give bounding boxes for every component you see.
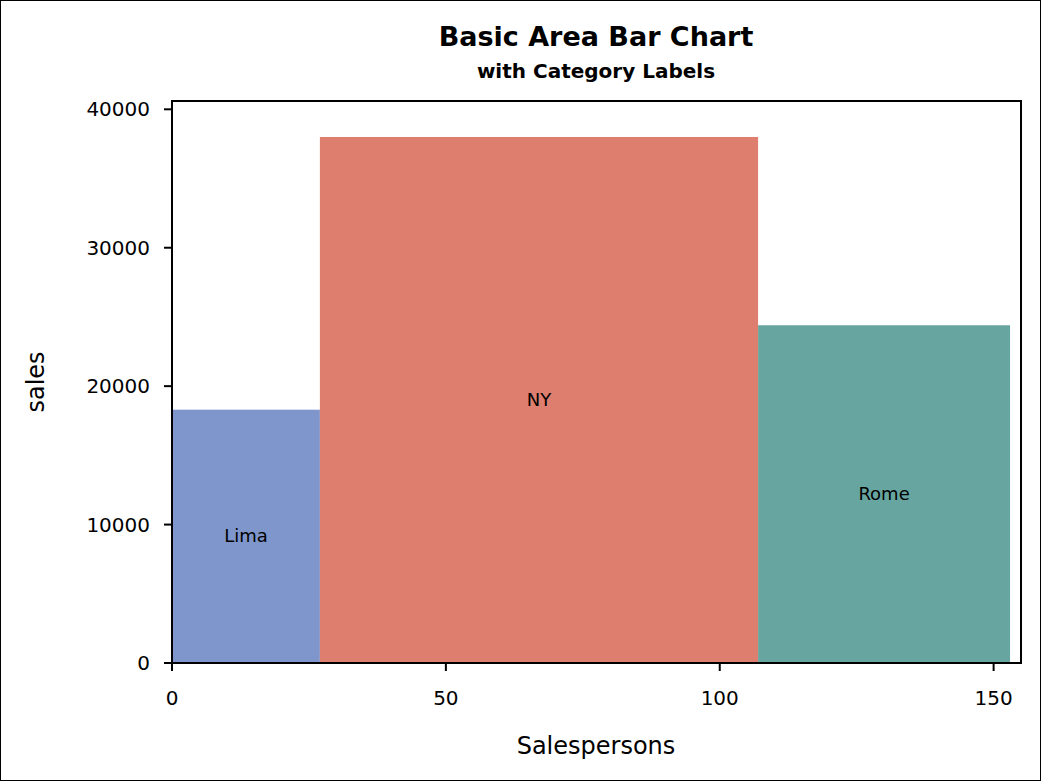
bar bbox=[758, 325, 1010, 663]
x-tick-label: 100 bbox=[701, 686, 739, 710]
plot-frame bbox=[172, 101, 1021, 663]
y-tick bbox=[164, 524, 172, 526]
bar-label: NY bbox=[527, 389, 552, 410]
y-tick-label: 10000 bbox=[86, 513, 150, 537]
bar bbox=[320, 137, 758, 663]
x-tick-label: 150 bbox=[975, 686, 1013, 710]
x-tick bbox=[171, 663, 173, 671]
y-tick bbox=[164, 108, 172, 110]
y-tick-label: 30000 bbox=[86, 236, 150, 260]
x-tick bbox=[719, 663, 721, 671]
y-tick-label: 0 bbox=[137, 651, 150, 675]
x-tick bbox=[993, 663, 995, 671]
bars bbox=[172, 137, 1010, 663]
x-tick-label: 50 bbox=[433, 686, 458, 710]
x-tick-label: 0 bbox=[166, 686, 179, 710]
y-tick bbox=[164, 247, 172, 249]
x-axis-label: Salespersons bbox=[517, 732, 676, 760]
bar-label: Rome bbox=[858, 483, 909, 504]
chart: Basic Area Bar Chart with Category Labels… bbox=[0, 0, 1041, 781]
y-tick bbox=[164, 662, 172, 664]
bar-labels: Lima NY Rome bbox=[224, 389, 910, 546]
subtitle: with Category Labels bbox=[477, 59, 715, 83]
y-tick-label: 20000 bbox=[86, 374, 150, 398]
y-axis-label: sales bbox=[22, 351, 50, 412]
x-tick bbox=[445, 663, 447, 671]
outer-border bbox=[1, 1, 1041, 781]
bar bbox=[172, 410, 320, 663]
y-tick-label: 40000 bbox=[86, 97, 150, 121]
y-tick bbox=[164, 385, 172, 387]
title: Basic Area Bar Chart bbox=[439, 21, 754, 52]
bar-label: Lima bbox=[224, 525, 268, 546]
